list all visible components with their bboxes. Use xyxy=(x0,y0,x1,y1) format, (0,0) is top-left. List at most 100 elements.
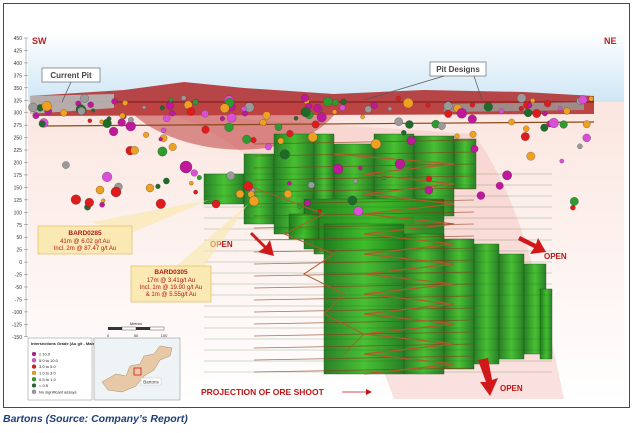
intercept-box-0305 xyxy=(130,265,212,303)
intercept-dot xyxy=(304,199,311,207)
intercept-dot xyxy=(169,110,176,117)
intercept-dot xyxy=(38,120,46,128)
axis-tick-label: 200 xyxy=(14,161,23,167)
intercept-dot xyxy=(352,178,358,184)
intercept-dot xyxy=(286,130,294,138)
intercept-hole-0285: BARD0285 xyxy=(68,230,102,237)
intercept-dot xyxy=(559,158,565,164)
intercept-line-0305-2: Incl. 1m @ 19.90 g/t Au xyxy=(140,285,202,291)
intercept-dot xyxy=(498,108,505,114)
intercept-dot xyxy=(569,197,579,206)
intercept-dot xyxy=(401,130,407,136)
intercept-line-0285-2: Incl. 2m @ 87.47 g/t Au xyxy=(54,246,116,252)
intercept-dot xyxy=(520,132,530,141)
intercept-dot xyxy=(196,175,202,181)
intercept-dot xyxy=(243,181,254,191)
intercept-dot xyxy=(122,100,128,106)
intercept-dot xyxy=(582,133,591,143)
intercept-dot xyxy=(358,165,363,171)
intercept-dot xyxy=(425,175,433,182)
intercept-dot xyxy=(470,145,479,153)
intercept-dot xyxy=(444,109,453,118)
axis-tick-label: 175 xyxy=(14,173,23,179)
ore-block xyxy=(403,233,445,375)
current-pit-label: Current Pit xyxy=(50,71,92,80)
intercept-dot xyxy=(530,98,536,104)
intercept-dot xyxy=(467,114,477,124)
intercept-dot xyxy=(219,116,225,122)
locator-label: Bartons xyxy=(143,380,159,385)
intercept-dot xyxy=(339,104,346,111)
legend-item-label: 0.5 to 1.0 xyxy=(39,377,56,382)
intercept-dot xyxy=(60,109,68,117)
intercept-dot xyxy=(274,123,283,131)
intercept-dot xyxy=(548,117,559,129)
ore-block xyxy=(443,238,475,370)
intercept-dot xyxy=(523,108,533,118)
intercept-dot xyxy=(101,198,106,203)
intercept-dot xyxy=(293,116,299,121)
intercept-dot xyxy=(265,143,272,151)
intercept-dot xyxy=(283,189,293,199)
axis-tick-label: 75 xyxy=(16,223,22,229)
intercept-dot xyxy=(313,104,322,113)
intercept-dot xyxy=(456,108,467,119)
intercept-dot xyxy=(242,110,248,117)
axis-tick-label: 350 xyxy=(14,86,23,92)
open-arrow-east xyxy=(518,236,546,254)
intercept-dot xyxy=(502,170,512,181)
intercept-dot xyxy=(250,137,257,144)
intercept-dot xyxy=(557,106,563,111)
legend-swatch xyxy=(31,358,37,363)
intercept-dot xyxy=(332,109,338,115)
axis-tick-label: 25 xyxy=(16,248,22,254)
intercept-dot xyxy=(387,106,393,111)
open-arrow-south xyxy=(478,358,498,396)
intercept-dot xyxy=(155,198,166,209)
intercept-dot xyxy=(125,121,136,132)
intercept-dot xyxy=(142,105,147,110)
axis-tick-label: -75 xyxy=(15,297,22,303)
ore-block xyxy=(323,223,405,375)
intercept-dot xyxy=(340,98,347,105)
legend-swatch xyxy=(31,377,37,382)
intercept-dot xyxy=(307,132,318,143)
intercept-dot xyxy=(516,93,527,103)
intercept-dot xyxy=(518,105,524,112)
axis-tick-label: 150 xyxy=(14,185,23,191)
intercept-dot xyxy=(189,181,194,186)
intercept-dot xyxy=(157,146,168,157)
axis-tick-label: 300 xyxy=(14,111,23,117)
intercept-dot xyxy=(300,107,311,118)
open-arrow-west xyxy=(250,232,274,256)
locator-map: Bartons xyxy=(93,337,181,401)
intercept-dot xyxy=(469,102,476,108)
ne-label: NE xyxy=(604,36,617,46)
intercept-dot xyxy=(259,119,267,126)
intercept-dot xyxy=(483,102,493,112)
intercept-box-0285 xyxy=(37,225,133,255)
intercept-dot xyxy=(476,191,486,200)
legend-swatch xyxy=(31,364,37,369)
intercept-dot xyxy=(128,116,134,123)
long-section-figure: 4504254003753503253002752502252001751501… xyxy=(4,4,629,407)
axis-tick-label: 325 xyxy=(14,98,23,104)
legend-swatch xyxy=(31,383,37,388)
intercept-dot xyxy=(32,112,40,119)
intercept-dot xyxy=(403,97,414,109)
legend-swatch xyxy=(31,351,37,357)
intercept-dot xyxy=(161,127,167,134)
intercept-dot xyxy=(394,117,403,126)
legend-item-label: ≥ 10.0 xyxy=(39,352,51,357)
intercept-dot xyxy=(77,106,86,116)
scale-bar-title: Metres xyxy=(130,321,142,326)
intercept-dot xyxy=(287,181,292,186)
axis-tick-label: -50 xyxy=(15,285,22,291)
legend-item-label: 3.0 to 5.0 xyxy=(39,364,56,369)
intercept-dot xyxy=(226,171,236,181)
intercept-dot xyxy=(70,194,81,205)
intercept-dot xyxy=(526,102,533,109)
intercept-dot xyxy=(192,99,199,106)
open-label-west: OPEN xyxy=(210,240,233,249)
intercept-dot xyxy=(119,112,126,119)
